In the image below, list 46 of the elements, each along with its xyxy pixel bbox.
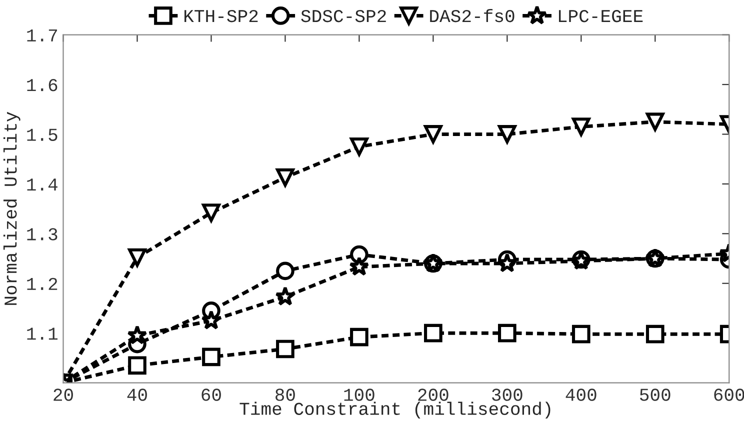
point: [424, 125, 442, 144]
x-tick-label: 100: [344, 388, 374, 401]
point: [127, 325, 148, 344]
x-tick-label: 400: [566, 388, 596, 401]
point: [646, 112, 664, 131]
point: [424, 324, 442, 342]
x-tick-label: 40: [127, 388, 147, 401]
point: [276, 168, 294, 187]
legend-label: DAS2-fs0: [430, 8, 514, 22]
y-tick-label: 1.2: [27, 278, 58, 290]
x-tick-label: 500: [640, 388, 670, 401]
y-tick-label: 1.3: [27, 228, 58, 240]
y-tick-label: 1.7: [27, 29, 57, 42]
point: [497, 252, 518, 272]
point: [128, 248, 146, 267]
y-tick-label: 1.4: [27, 178, 58, 190]
point: [646, 324, 664, 344]
legend-label: LPC-EGEE: [558, 10, 643, 22]
point: [498, 324, 516, 342]
point: [128, 356, 146, 375]
x-tick-label: 60: [202, 388, 221, 401]
point: [498, 125, 516, 144]
y-tick-label: 1.5: [27, 128, 58, 141]
y-tick-label: 1.1: [27, 328, 58, 340]
x-tick-label: 80: [276, 388, 295, 401]
point: [350, 245, 368, 264]
point: [202, 348, 220, 366]
point: [572, 324, 590, 344]
legend-label: KTH-SP2: [184, 10, 258, 22]
point: [201, 310, 222, 330]
legend-label: SDSC-SP2: [301, 10, 386, 22]
point: [572, 118, 590, 136]
point: [275, 286, 296, 306]
point: [202, 204, 220, 222]
x-tick-label: 300: [492, 388, 522, 401]
point: [276, 262, 294, 280]
y-tick-label: 1.6: [27, 78, 58, 92]
y-axis-title: Normalized Utility: [3, 112, 20, 305]
x-tick-label: 20: [54, 388, 73, 401]
point: [349, 256, 370, 276]
point: [276, 340, 294, 358]
point: [350, 137, 368, 156]
x-tick-label: 200: [418, 388, 448, 401]
x-axis-title: Time Constraint (millisecond): [240, 402, 550, 419]
x-tick-label: 600: [714, 388, 744, 401]
point: [350, 328, 368, 346]
